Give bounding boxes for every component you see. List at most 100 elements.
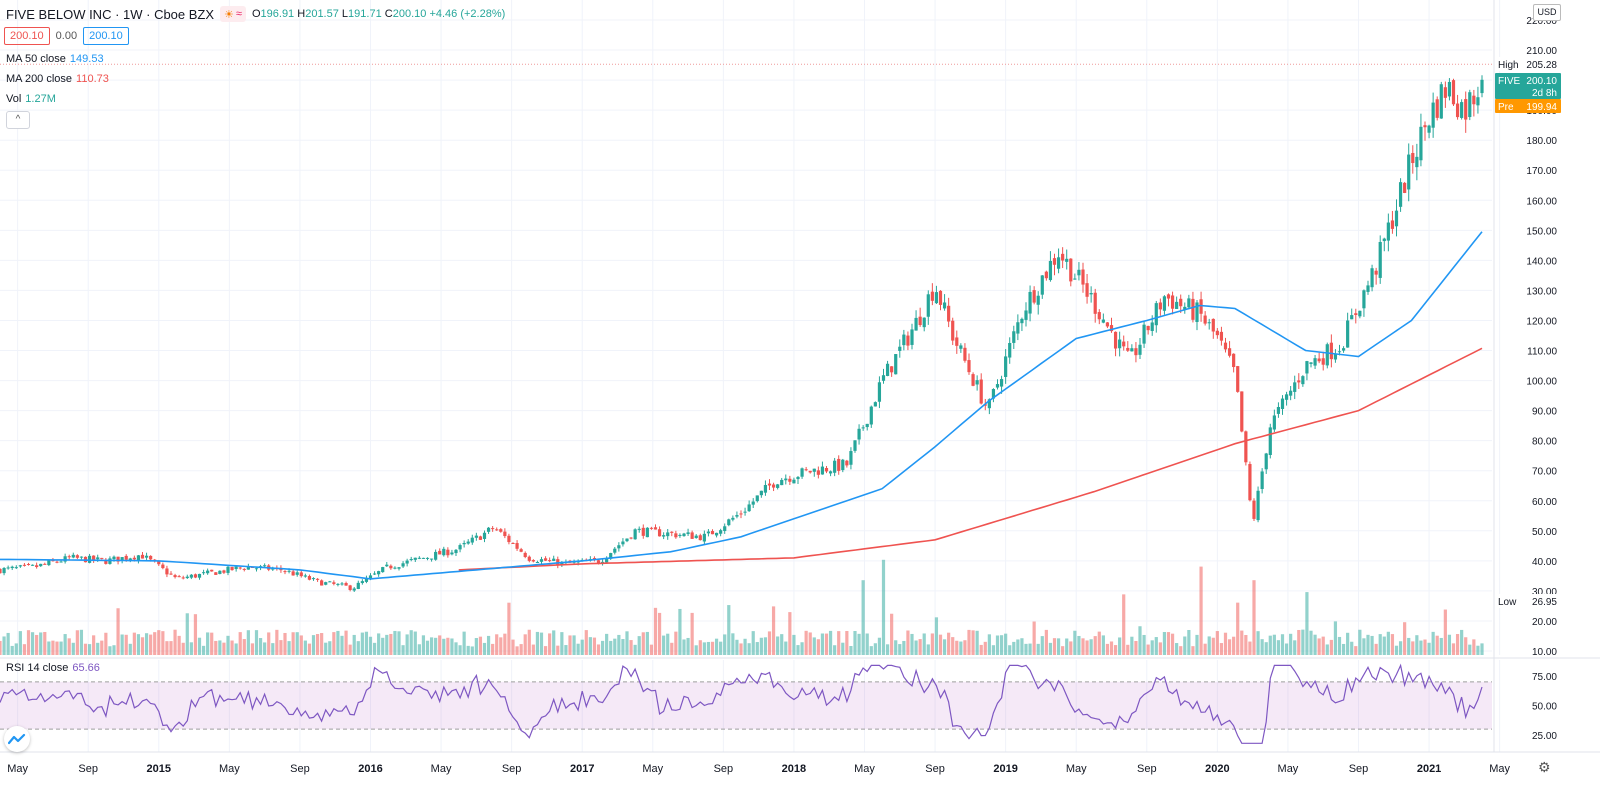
volume-bar xyxy=(478,636,483,655)
candle-body xyxy=(491,528,495,530)
volume-bar xyxy=(898,644,902,655)
volume-bar xyxy=(649,644,654,655)
candle-body xyxy=(1333,353,1338,360)
price-tick-label: 220.00 xyxy=(1526,16,1557,27)
candle-body xyxy=(263,565,267,567)
volume-bar xyxy=(702,642,706,655)
time-axis[interactable]: May Sep 2015 May Sep 2016 May Sep 2017 May Sep 2018… xyxy=(0,751,1600,775)
ma200-legend[interactable]: MA 200 close 110.73 xyxy=(6,73,109,85)
sun-icon: ☀ xyxy=(224,8,234,21)
bid-price-button[interactable]: 200.10 xyxy=(4,27,50,45)
volume-bar xyxy=(51,640,55,655)
volume-bar xyxy=(584,630,588,655)
volume-bar xyxy=(698,640,702,655)
currency-button[interactable]: USD xyxy=(1533,4,1561,21)
volume-bar xyxy=(250,643,255,655)
candle-body xyxy=(824,468,829,472)
candle-body xyxy=(1130,348,1134,352)
candle-body xyxy=(865,423,869,428)
candle-body xyxy=(763,484,768,493)
volume-bar xyxy=(462,631,466,655)
candle-body xyxy=(776,484,780,488)
candle-body xyxy=(959,345,963,349)
candle-body xyxy=(898,346,902,351)
candle-body xyxy=(710,531,715,535)
volume-bar xyxy=(140,637,145,655)
candlestick-series[interactable] xyxy=(0,75,1484,592)
volume-bar xyxy=(694,645,698,655)
candle-body xyxy=(539,559,544,562)
collapse-legend-button[interactable]: ^ xyxy=(6,111,30,129)
candle-body xyxy=(1109,325,1114,332)
volume-bar xyxy=(853,631,857,655)
volume-bar xyxy=(1142,634,1146,655)
candle-body xyxy=(1386,222,1390,241)
candle-body xyxy=(1394,210,1399,227)
candle-body xyxy=(332,582,336,584)
candle-body xyxy=(1118,339,1122,349)
time-tick-label: Sep xyxy=(925,763,945,775)
rsi-tick-label: 50.00 xyxy=(1532,702,1557,713)
candle-body xyxy=(1077,269,1081,276)
volume-bar xyxy=(1386,631,1390,655)
candle-body xyxy=(486,527,491,532)
candle-body xyxy=(474,535,478,538)
volume-bar xyxy=(1028,643,1032,655)
candle-body xyxy=(723,526,727,531)
candle-body xyxy=(1048,260,1053,281)
candle-body xyxy=(381,567,385,573)
time-tick-label: 2017 xyxy=(570,763,594,775)
time-tick-label: May xyxy=(854,763,875,775)
candle-body xyxy=(820,466,825,475)
candle-body xyxy=(942,302,947,309)
candle-body xyxy=(657,529,662,537)
volume-bar xyxy=(1040,636,1044,655)
volume-bar xyxy=(149,634,153,655)
candle-body xyxy=(222,570,226,573)
volume-bar xyxy=(1105,643,1110,655)
volume-bar xyxy=(869,646,873,655)
volume-bar xyxy=(731,633,735,655)
candle-body xyxy=(1089,292,1093,295)
volume-bar xyxy=(230,640,234,655)
volume-bar xyxy=(214,640,218,655)
spread-value: 0.00 xyxy=(55,30,78,42)
ask-price-button[interactable]: 200.10 xyxy=(83,27,129,45)
candle-body xyxy=(303,575,307,577)
volume-bar xyxy=(788,612,792,655)
volume-bar xyxy=(372,642,377,655)
session-badges[interactable]: ☀ ≈ xyxy=(220,6,246,22)
volume-bar xyxy=(1337,636,1342,655)
volume-bar xyxy=(218,640,222,655)
volume-bar xyxy=(877,637,882,655)
symbol-title[interactable]: FIVE BELOW INC · 1W · Cboe BZX xyxy=(6,6,215,22)
volume-bar xyxy=(144,633,149,655)
candle-body xyxy=(678,534,682,536)
volume-bar xyxy=(885,644,890,655)
candle-body xyxy=(967,360,971,373)
volume-bar xyxy=(527,629,531,655)
volume-bar xyxy=(918,639,922,655)
volume-bar xyxy=(873,643,877,655)
volume-bar xyxy=(1248,641,1252,655)
volume-bar xyxy=(157,630,161,655)
candle-body xyxy=(1073,278,1077,280)
gear-icon[interactable]: ⚙ xyxy=(1538,759,1551,775)
volume-bar xyxy=(307,643,312,655)
volume-legend[interactable]: Vol 1.27M xyxy=(6,93,56,105)
candle-body xyxy=(299,572,303,577)
volume-bar xyxy=(67,638,71,655)
tradingview-logo[interactable] xyxy=(4,726,30,752)
candle-body xyxy=(18,565,22,567)
ma50-legend[interactable]: MA 50 close 149.53 xyxy=(6,53,104,65)
candle-body xyxy=(1170,295,1175,309)
candle-body xyxy=(1248,464,1252,501)
time-tick-label: Sep xyxy=(1137,763,1157,775)
volume-bar xyxy=(287,641,291,655)
volume-bar xyxy=(902,640,906,655)
time-tick-label: May xyxy=(7,763,28,775)
candle-body xyxy=(706,531,711,534)
volume-bar xyxy=(1179,646,1183,655)
rsi-legend[interactable]: RSI 14 close 65.66 xyxy=(6,662,100,674)
